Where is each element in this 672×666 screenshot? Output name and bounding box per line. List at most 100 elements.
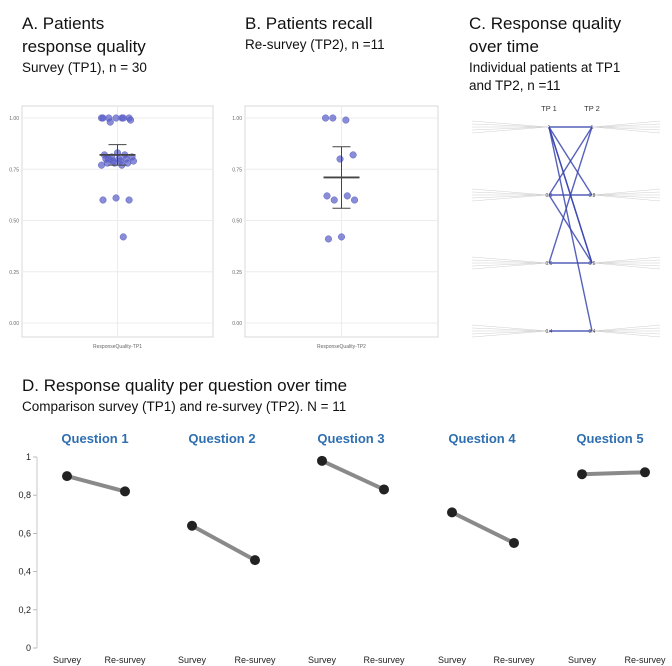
panel-a-point — [119, 114, 127, 122]
panel-a-point — [106, 118, 114, 126]
panel-a-ytick-label: 0.50 — [9, 219, 19, 225]
panel-c-left-connector — [471, 330, 549, 338]
question-3-title: Question 3 — [317, 431, 385, 446]
panel-a-title-line1: A. Patients — [22, 14, 105, 33]
panel-b-point — [330, 196, 338, 204]
panel-d-title: D. Response quality per question over ti… — [22, 376, 348, 395]
panel-c-level-label-tp2: 0.6 — [589, 261, 596, 267]
panel-c-left-connector — [471, 126, 549, 131]
panel-c-right-connector — [592, 120, 661, 128]
panel-c-right-connector — [592, 123, 661, 128]
panel-c-right-connector — [592, 327, 661, 332]
panel-d-xtick-resurvey: Re-survey — [493, 655, 535, 665]
panel-b-point — [336, 155, 344, 163]
panel-c-left-connector — [471, 126, 549, 134]
question-5-title: Question 5 — [576, 431, 644, 446]
panel-d-ytick-label: 0,6 — [18, 528, 31, 538]
panel-c-level-label-tp2: 0.4 — [589, 329, 596, 335]
question-4-resurvey-point — [509, 537, 519, 548]
question-4-survey-point — [447, 507, 457, 518]
panel-c-left-connector — [471, 262, 549, 270]
panel-c-title-line1: C. Response quality — [469, 14, 622, 33]
panel-a-point — [119, 233, 127, 241]
panel-c-left-connector — [471, 324, 549, 332]
panel-b-ytick-label: 0.50 — [232, 219, 242, 225]
panel-d-xtick-resurvey: Re-survey — [104, 655, 146, 665]
panel-d-xtick-survey: Survey — [178, 655, 207, 665]
panel-c-subtitle-line2: and TP2, n =11 — [469, 78, 561, 93]
panel-a-ytick-label: 0.25 — [9, 270, 19, 276]
panel-b-ytick-label: 1.00 — [232, 116, 242, 122]
panel-b-point — [342, 116, 350, 124]
panel-c-level-label-tp1: 0.4 — [546, 329, 553, 335]
panel-c-left-connector — [471, 262, 549, 267]
panel-b-ytick-label: 0.00 — [232, 321, 242, 327]
question-1-connector — [66, 474, 126, 494]
panel-b-ytick-label: 0.75 — [232, 167, 242, 173]
panel-c-left-connector — [471, 123, 549, 128]
question-1-resurvey-point — [120, 486, 130, 497]
panel-a-title-line2: response quality — [22, 37, 146, 56]
question-5-resurvey-point — [640, 467, 650, 478]
panel-d-xtick-resurvey: Re-survey — [624, 655, 666, 665]
question-2-resurvey-point — [250, 555, 260, 566]
panel-a-subtitle: Survey (TP1), n = 30 — [22, 60, 147, 75]
panel-c-left-connector — [471, 256, 549, 264]
panel-b-subtitle: Re-survey (TP2), n =11 — [245, 37, 385, 52]
panel-c-right-connector — [592, 262, 661, 267]
panel-c-left-connector — [471, 188, 549, 196]
panel-a-ytick-label: 0.75 — [9, 167, 19, 173]
question-4-connector — [451, 510, 515, 545]
panel-c-right-connector — [592, 259, 661, 264]
panel-c-level-label-tp2: 0.8 — [589, 193, 596, 199]
panel-d-ytick-label: 0,4 — [18, 567, 31, 577]
panel-b-point — [343, 192, 351, 200]
panel-a-xtick-label: ResponseQuality-TP1 — [93, 344, 142, 350]
panel-c-title-line2: over time — [469, 37, 539, 56]
panel-c-right-connector — [592, 194, 661, 199]
panel-a-ytick-label: 1.00 — [9, 116, 19, 122]
panel-a-point — [98, 161, 106, 169]
panel-b-point — [323, 192, 331, 200]
panel-d-xtick-survey: Survey — [438, 655, 467, 665]
panel-c-header-tp1: TP 1 — [541, 104, 557, 113]
panel-c-left-connector — [471, 327, 549, 332]
panel-d-xtick-resurvey: Re-survey — [234, 655, 276, 665]
question-1-title: Question 1 — [61, 431, 129, 446]
panel-b-title: B. Patients recall — [245, 14, 373, 33]
panel-b-point — [329, 114, 337, 122]
panel-c-left-connector — [471, 259, 549, 264]
panel-a-ytick-label: 0.00 — [9, 321, 19, 327]
panel-c-header-tp2: TP 2 — [584, 104, 600, 113]
panel-c-left-connector — [471, 191, 549, 196]
panel-b-point — [324, 235, 332, 243]
panel-b-ytick-label: 0.25 — [232, 270, 242, 276]
panel-d-xtick-survey: Survey — [308, 655, 337, 665]
panel-c-right-connector — [592, 126, 661, 134]
panel-d-ytick-label: 1 — [26, 452, 31, 462]
panel-c-right-connector — [592, 262, 661, 270]
panel-b-xtick-label: ResponseQuality-TP2 — [317, 344, 366, 350]
question-4-title: Question 4 — [448, 431, 516, 446]
panel-b-point — [322, 114, 330, 122]
question-3-resurvey-point — [379, 484, 389, 495]
panel-c-patient-line — [548, 126, 593, 196]
panel-d-subtitle: Comparison survey (TP1) and re-survey (T… — [22, 399, 347, 414]
panel-c-left-connector — [471, 194, 549, 199]
panel-c-subtitle-line1: Individual patients at TP1 — [469, 60, 621, 75]
panel-b-point — [338, 233, 346, 241]
question-2-title: Question 2 — [188, 431, 256, 446]
panel-c-right-connector — [592, 194, 661, 202]
panel-c-right-connector — [592, 330, 661, 335]
panel-a-point — [99, 196, 107, 204]
panel-c-left-connector — [471, 194, 549, 202]
panel-d-ytick-label: 0,8 — [18, 490, 31, 500]
panel-c-right-connector — [592, 188, 661, 196]
panel-c-patient-line — [548, 126, 593, 264]
question-5-connector — [581, 470, 646, 477]
panel-b-point — [351, 196, 359, 204]
panel-c-level-label-tp1: 0.6 — [546, 261, 553, 267]
panel-d-xtick-survey: Survey — [53, 655, 82, 665]
question-2-survey-point — [187, 520, 197, 531]
panel-c-left-connector — [471, 330, 549, 335]
